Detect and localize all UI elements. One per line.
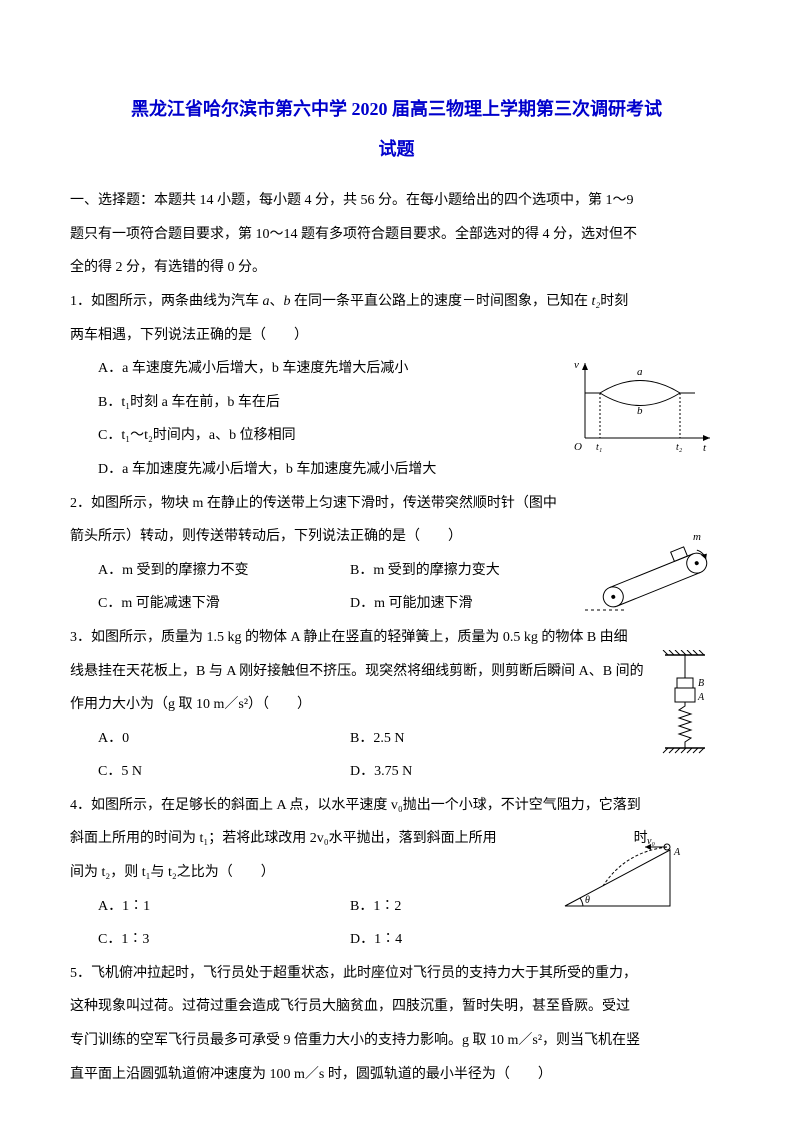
svg-text:v: v bbox=[574, 359, 579, 371]
q5-stem2: 这种现象叫过荷。过荷过重会造成飞行员大脑贫血，四肢沉重，暂时失明，甚至昏厥。受过 bbox=[70, 990, 723, 1024]
q3-optD: D．3.75 N bbox=[350, 755, 412, 789]
q1-text: 时刻 bbox=[600, 294, 628, 309]
q4-optC: C．1∶3 bbox=[70, 923, 350, 957]
q1-text: 1．如图所示，两条曲线为汽车 bbox=[70, 294, 263, 309]
q4-optB: B．1∶2 bbox=[350, 890, 401, 924]
q3-optA: A．0 bbox=[70, 722, 350, 756]
q4-optD: D．1∶4 bbox=[350, 923, 402, 957]
q5-stem4: 直平面上沿圆弧轨道俯冲速度为 100 m／s 时，圆弧轨道的最小半径为（ ） bbox=[70, 1058, 723, 1092]
svg-text:B: B bbox=[698, 678, 704, 689]
q4-row2: C．1∶3 D．1∶4 bbox=[70, 923, 723, 957]
q3-row2: C．5 N D．3.75 N bbox=[70, 755, 723, 789]
instructions-p2: 题只有一项符合题目要求，第 10～14 题有多项符合题目要求。全部选对的得 4 … bbox=[70, 218, 723, 252]
q1-figure: v t O a b t₁ t₂ bbox=[570, 358, 715, 453]
exam-content: 一、选择题：本题共 14 小题，每小题 4 分，共 56 分。在每小题给出的四个… bbox=[70, 184, 723, 1091]
q1-text: 、 bbox=[270, 294, 284, 309]
instructions-p3: 全的得 2 分，有选错的得 0 分。 bbox=[70, 251, 723, 285]
q1-text: 在同一条平直公路上的速度－时间图象，已知在 bbox=[291, 294, 592, 309]
q1-optD: D．a 车加速度先减小后增大，b 车加速度先减小后增大 bbox=[70, 453, 723, 487]
q2-optC: C．m 可能减速下滑 bbox=[70, 587, 350, 621]
q4-text: 斜面上所用的时间为 t₁；若将此球改用 2v₀水平抛出，落到斜面上所用 bbox=[70, 831, 497, 846]
q4-optA: A．1∶1 bbox=[70, 890, 350, 924]
svg-text:t₂: t₂ bbox=[676, 442, 683, 453]
spring-icon: B A bbox=[660, 650, 715, 770]
q3-stem3: 作用力大小为（g 取 10 m／s²）（ ） bbox=[70, 688, 723, 722]
q3-figure: B A bbox=[660, 650, 715, 770]
instructions-p1: 一、选择题：本题共 14 小题，每小题 4 分，共 56 分。在每小题给出的四个… bbox=[70, 184, 723, 218]
q4-figure: v₀ A θ bbox=[555, 838, 685, 913]
svg-text:A: A bbox=[673, 847, 681, 858]
var-b: b bbox=[284, 294, 291, 309]
title-line2: 试题 bbox=[70, 130, 723, 170]
svg-text:θ: θ bbox=[585, 895, 590, 906]
q5-stem1: 5．飞机俯冲拉起时，飞行员处于超重状态，此时座位对飞行员的支持力大于其所受的重力… bbox=[70, 957, 723, 991]
q2-optB: B．m 受到的摩擦力变大 bbox=[350, 554, 500, 588]
q5-stem3: 专门训练的空军飞行员最多可承受 9 倍重力大小的支持力影响。g 取 10 m／s… bbox=[70, 1024, 723, 1058]
svg-text:v₀: v₀ bbox=[647, 838, 655, 847]
svg-text:O: O bbox=[574, 441, 582, 453]
var-t2: t₂ bbox=[592, 294, 601, 309]
svg-text:b: b bbox=[637, 405, 643, 417]
title-line1: 黑龙江省哈尔滨市第六中学 2020 届高三物理上学期第三次调研考试 bbox=[70, 90, 723, 130]
q3-row1: A．0 B．2.5 N bbox=[70, 722, 723, 756]
exam-title: 黑龙江省哈尔滨市第六中学 2020 届高三物理上学期第三次调研考试 试题 bbox=[70, 90, 723, 169]
q3-stem2: 线悬挂在天花板上，B 与 A 刚好接触但不挤压。现突然将细线剪断，则剪断后瞬间 … bbox=[70, 655, 723, 689]
q2-figure: m bbox=[585, 530, 730, 620]
q3-optB: B．2.5 N bbox=[350, 722, 404, 756]
q1-stem2: 两车相遇，下列说法正确的是（ ） bbox=[70, 319, 723, 353]
q2-optD: D．m 可能加速下滑 bbox=[350, 587, 473, 621]
svg-text:t: t bbox=[703, 442, 707, 453]
q4-stem1: 4．如图所示，在足够长的斜面上 A 点，以水平速度 v₀抛出一个小球，不计空气阻… bbox=[70, 789, 723, 823]
var-a: a bbox=[263, 294, 270, 309]
q3-stem1: 3．如图所示，质量为 1.5 kg 的物体 A 静止在竖直的轻弹簧上，质量为 0… bbox=[70, 621, 723, 655]
svg-text:m: m bbox=[693, 531, 701, 543]
q1-stem1: 1．如图所示，两条曲线为汽车 a、b 在同一条平直公路上的速度－时间图象，已知在… bbox=[70, 285, 723, 319]
svg-text:t₁: t₁ bbox=[596, 442, 602, 453]
svg-text:a: a bbox=[637, 366, 643, 378]
svg-text:A: A bbox=[697, 692, 705, 703]
vt-graph-icon: v t O a b t₁ t₂ bbox=[570, 358, 715, 453]
conveyor-icon: m bbox=[585, 530, 730, 620]
incline-icon: v₀ A θ bbox=[555, 838, 685, 913]
q3-optC: C．5 N bbox=[70, 755, 350, 789]
q2-stem1: 2．如图所示，物块 m 在静止的传送带上匀速下滑时，传送带突然顺时针（图中 bbox=[70, 487, 723, 521]
q2-optA: A．m 受到的摩擦力不变 bbox=[70, 554, 350, 588]
